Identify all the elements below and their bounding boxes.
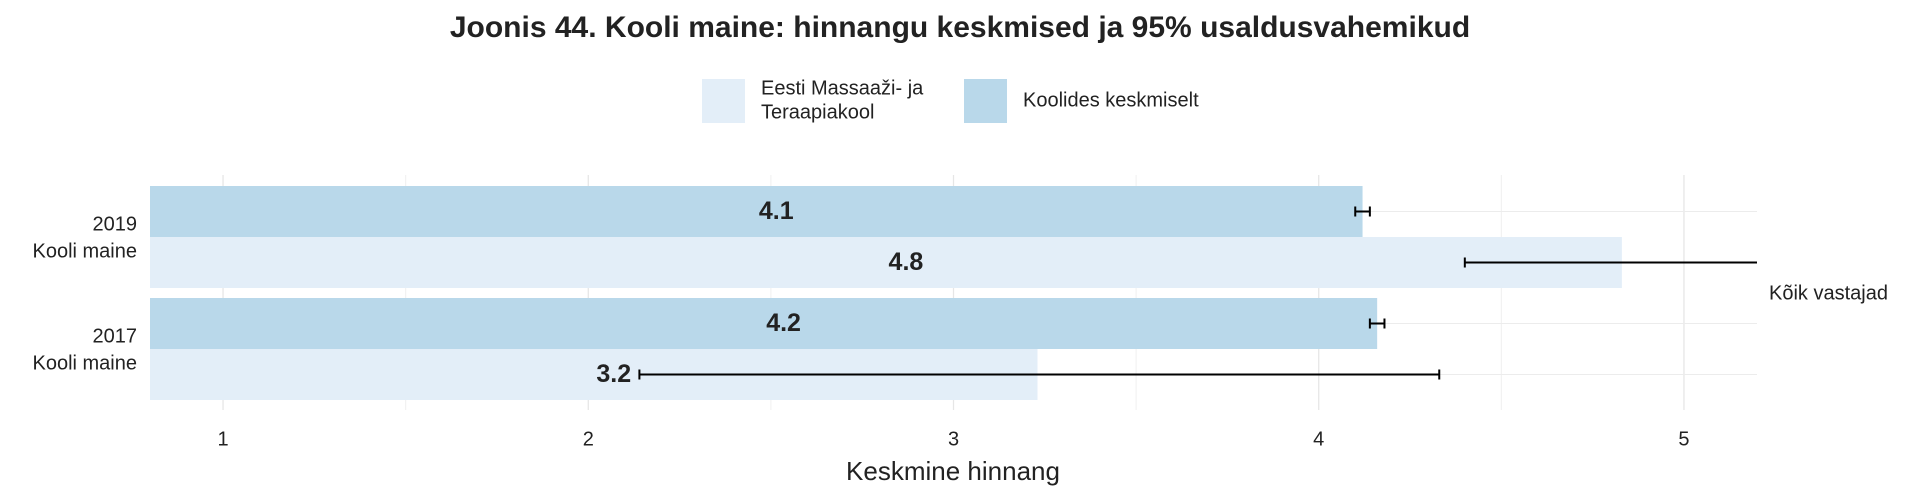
legend-swatch bbox=[702, 79, 745, 123]
x-tick-label: 1 bbox=[217, 428, 228, 450]
chart-title: Joonis 44. Kooli maine: hinnangu keskmis… bbox=[450, 11, 1470, 44]
y-tick-label: Kooli maine bbox=[32, 352, 137, 374]
x-tick-label: 4 bbox=[1313, 428, 1324, 450]
legend-label: Eesti Massaaži- ja bbox=[761, 77, 924, 99]
bar bbox=[150, 298, 1378, 349]
plot-area bbox=[150, 175, 1757, 410]
data-label: 4.1 bbox=[759, 197, 794, 225]
x-tick-label: 5 bbox=[1678, 428, 1689, 450]
bar bbox=[150, 237, 1622, 288]
facet-label: Kõik vastajad bbox=[1769, 282, 1888, 304]
legend-label: Koolides keskmiselt bbox=[1023, 89, 1199, 111]
data-label: 4.2 bbox=[766, 309, 801, 337]
data-label: 4.8 bbox=[889, 248, 924, 276]
x-tick-label: 3 bbox=[948, 428, 959, 450]
y-tick-label: 2017 bbox=[93, 325, 138, 347]
legend-label: Teraapiakool bbox=[761, 101, 874, 123]
bar bbox=[150, 186, 1363, 237]
x-tick-label: 2 bbox=[583, 428, 594, 450]
x-axis-title: Keskmine hinnang bbox=[846, 456, 1060, 486]
y-tick-label: Kooli maine bbox=[32, 240, 137, 262]
legend-swatch bbox=[964, 79, 1007, 123]
data-label: 3.2 bbox=[596, 360, 631, 388]
y-tick-label: 2019 bbox=[93, 213, 138, 235]
